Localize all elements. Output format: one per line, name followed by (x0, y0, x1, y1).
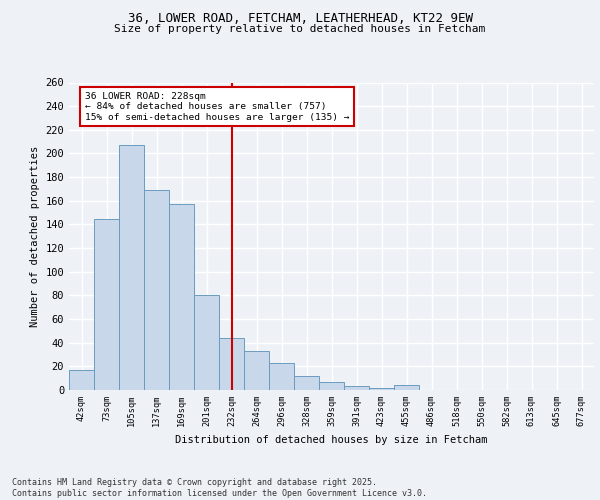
Text: 36 LOWER ROAD: 228sqm
← 84% of detached houses are smaller (757)
15% of semi-det: 36 LOWER ROAD: 228sqm ← 84% of detached … (85, 92, 349, 122)
X-axis label: Distribution of detached houses by size in Fetcham: Distribution of detached houses by size … (175, 434, 488, 444)
Bar (194, 296, 219, 390)
Bar (69, 370, 94, 390)
Bar (269, 363, 294, 390)
Text: 36, LOWER ROAD, FETCHAM, LEATHERHEAD, KT22 9EW: 36, LOWER ROAD, FETCHAM, LEATHERHEAD, KT… (128, 12, 473, 26)
Y-axis label: Number of detached properties: Number of detached properties (30, 146, 40, 327)
Bar (294, 376, 319, 390)
Bar (369, 388, 394, 390)
Bar (344, 386, 369, 390)
Bar (244, 351, 269, 390)
Bar (394, 386, 419, 390)
Bar (144, 190, 169, 390)
Text: Size of property relative to detached houses in Fetcham: Size of property relative to detached ho… (115, 24, 485, 34)
Bar (219, 338, 244, 390)
Bar (169, 204, 194, 390)
Bar (319, 382, 344, 390)
Bar (94, 218, 119, 390)
Text: Contains HM Land Registry data © Crown copyright and database right 2025.
Contai: Contains HM Land Registry data © Crown c… (12, 478, 427, 498)
Bar (119, 145, 144, 390)
